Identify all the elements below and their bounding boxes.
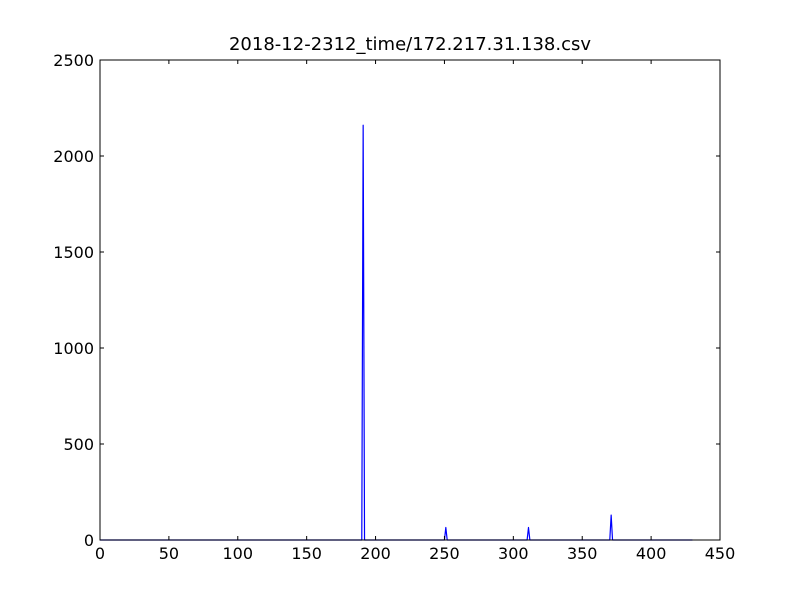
x-tick-label: 250: [429, 544, 460, 563]
x-tick-label: 350: [567, 544, 598, 563]
x-tick-label: 300: [498, 544, 529, 563]
y-tick-label: 500: [63, 435, 94, 454]
x-tick-label: 50: [159, 544, 179, 563]
series-line-0: [100, 124, 693, 541]
x-tick-label: 450: [705, 544, 736, 563]
plot-frame: [99, 59, 721, 541]
x-tick-label: 0: [95, 544, 105, 563]
x-tick-label: 400: [636, 544, 667, 563]
y-tick-label: 1000: [53, 339, 94, 358]
x-tick-label: 100: [223, 544, 254, 563]
x-tick-label: 200: [360, 544, 391, 563]
y-tick-label: 2000: [53, 147, 94, 166]
x-tick-label: 150: [291, 544, 322, 563]
y-tick-label: 1500: [53, 243, 94, 262]
y-tick-label: 0: [84, 531, 94, 550]
chart-title: 2018-12-2312_time/172.217.31.138.csv: [228, 34, 592, 55]
y-tick-label: 2500: [53, 51, 94, 70]
